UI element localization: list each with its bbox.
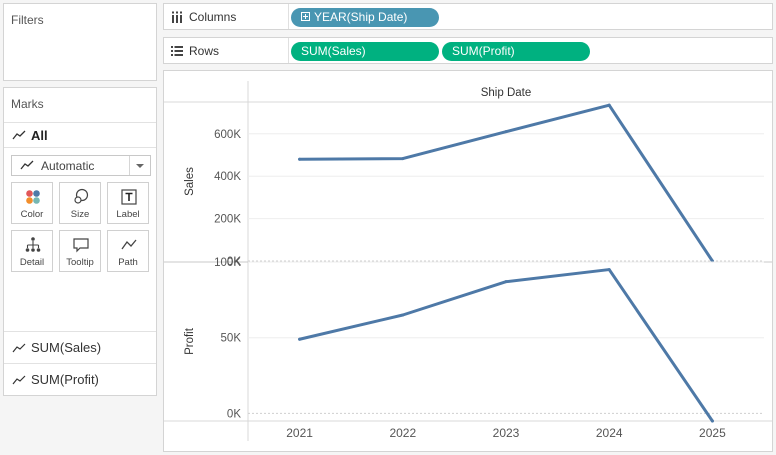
size-circles-icon — [74, 188, 89, 204]
label-button-label: Label — [116, 209, 140, 220]
marks-field-sales[interactable]: SUM(Sales) — [4, 331, 156, 363]
columns-shelf-label: Columns — [189, 10, 237, 24]
data-point — [710, 419, 714, 423]
marks-all-row[interactable]: All — [4, 122, 156, 148]
size-button-label: Size — [70, 209, 90, 220]
color-dots-icon — [26, 190, 40, 204]
rows-shelf[interactable]: Rows SUM(Sales) SUM(Profit) — [163, 37, 773, 64]
view-canvas: Ship Date Sales 0K 200K 400K 600K Profit 0K 50K 1… — [163, 70, 773, 452]
data-point — [401, 157, 405, 161]
y-tick-label: 0K — [227, 408, 241, 420]
detail-tree-icon — [25, 237, 41, 252]
columns-icon — [172, 11, 182, 23]
marks-field-profit-label: SUM(Profit) — [31, 372, 99, 387]
x-tick-label: 2023 — [493, 426, 520, 440]
mark-type-value: Automatic — [41, 159, 95, 173]
line-mark-icon — [12, 343, 26, 353]
expand-plus-icon[interactable] — [301, 12, 310, 21]
label-button[interactable]: Label — [107, 182, 149, 224]
marks-field-profit[interactable]: SUM(Profit) — [4, 363, 156, 395]
data-point — [504, 130, 508, 134]
rows-icon — [171, 46, 183, 56]
marks-title: Marks — [11, 97, 44, 111]
y-tick-label: 200K — [214, 214, 241, 226]
detail-button[interactable]: Detail — [11, 230, 53, 272]
x-tick-label: 2025 — [699, 426, 726, 440]
filters-title: Filters — [11, 13, 44, 27]
line-mark-icon — [20, 160, 34, 170]
data-point — [607, 268, 611, 272]
shelf-divider — [288, 38, 289, 63]
line-mark-icon — [12, 130, 26, 140]
chevron-down-icon[interactable] — [136, 164, 144, 168]
color-button-label: Color — [20, 209, 44, 220]
marks-card: Marks All Automatic Color Size Label — [3, 87, 157, 396]
line-mark-icon — [12, 375, 26, 385]
columns-shelf[interactable]: Columns YEAR(Ship Date) — [163, 3, 773, 30]
y-tick-label: 400K — [214, 171, 241, 183]
marks-all-label: All — [31, 128, 48, 143]
tooltip-bubble-icon — [73, 238, 89, 253]
series-line-profit — [298, 268, 714, 423]
detail-button-label: Detail — [19, 257, 45, 268]
marks-field-sales-label: SUM(Sales) — [31, 340, 102, 355]
data-point — [298, 337, 302, 341]
line-chart: Ship Date Sales 0K 200K 400K 600K Profit 0K 50K 1… — [164, 81, 772, 441]
y-tick-label: 0K — [227, 256, 241, 268]
tooltip-button[interactable]: Tooltip — [59, 230, 101, 272]
data-point — [504, 280, 508, 284]
series-line-sales — [298, 103, 714, 263]
path-line-icon — [121, 239, 137, 250]
path-button[interactable]: Path — [107, 230, 149, 272]
year-ship-date-pill-label: YEAR(Ship Date) — [314, 10, 408, 24]
color-button[interactable]: Color — [11, 182, 53, 224]
y-axis-title-profit: Profit — [184, 327, 196, 355]
y-axis-title-sales: Sales — [184, 167, 196, 196]
x-tick-label: 2022 — [389, 426, 416, 440]
y-tick-label: 100K — [214, 257, 241, 269]
sum-sales-pill[interactable]: SUM(Sales) — [291, 42, 439, 61]
mark-type-dropdown[interactable]: Automatic — [11, 155, 151, 176]
tooltip-button-label: Tooltip — [66, 257, 94, 268]
label-t-icon — [121, 189, 137, 205]
data-point — [298, 157, 302, 161]
data-point — [607, 103, 611, 107]
year-ship-date-pill[interactable]: YEAR(Ship Date) — [291, 8, 439, 27]
data-point — [401, 313, 405, 317]
dropdown-separator — [129, 156, 130, 175]
x-tick-label: 2021 — [286, 426, 313, 440]
filters-card[interactable]: Filters — [3, 3, 157, 81]
y-tick-label: 50K — [221, 333, 242, 345]
x-tick-label: 2024 — [596, 426, 623, 440]
column-header-ship-date: Ship Date — [481, 87, 532, 99]
path-button-label: Path — [118, 257, 138, 268]
size-button[interactable]: Size — [59, 182, 101, 224]
y-tick-label: 600K — [214, 129, 241, 141]
rows-shelf-label: Rows — [189, 44, 220, 58]
shelf-divider — [288, 4, 289, 29]
sum-profit-pill[interactable]: SUM(Profit) — [442, 42, 590, 61]
